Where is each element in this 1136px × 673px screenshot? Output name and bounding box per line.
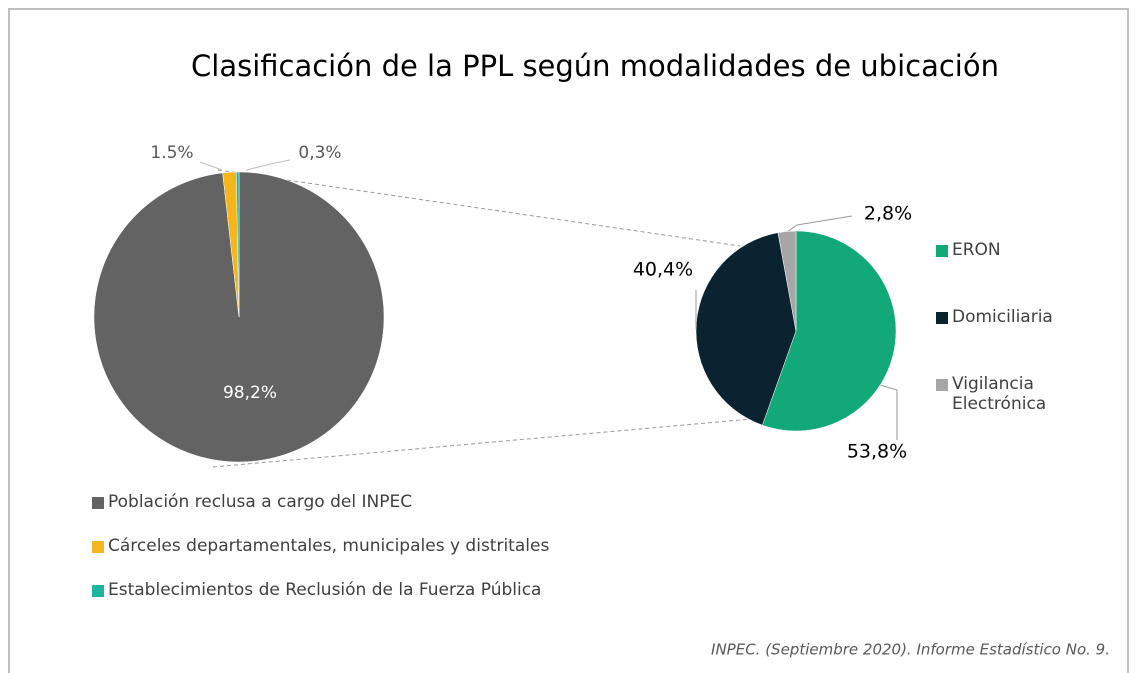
data-label: 40,4%: [633, 259, 693, 281]
legend-label: Vigilancia Electrónica: [952, 374, 1047, 414]
legend-item: Establecimientos de Reclusión de la Fuer…: [92, 580, 792, 600]
legend-label: Domiciliaria: [952, 307, 1053, 327]
frame: [8, 8, 1129, 673]
legend-item: Vigilancia Electrónica: [936, 374, 1066, 414]
legend-item: Cárceles departamentales, municipales y …: [92, 536, 792, 556]
legend-label: Población reclusa a cargo del INPEC: [108, 492, 413, 512]
chart-title: Clasificación de la PPL según modalidade…: [191, 49, 999, 83]
leader-line: [786, 215, 853, 233]
legend-swatch: [936, 379, 948, 391]
source-note: INPEC. (Septiembre 2020). Informe Estadí…: [711, 641, 1110, 659]
data-label: 53,8%: [847, 441, 907, 463]
leader-line: [245, 159, 291, 171]
pie-slice: [762, 230, 897, 432]
connector: [217, 169, 741, 247]
legend-item: ERON: [936, 240, 1066, 260]
leader-line: [199, 161, 223, 171]
pie-slice: [236, 171, 240, 318]
data-label: 1.5%: [150, 143, 193, 163]
pie-slice: [695, 232, 797, 426]
legend-swatch: [92, 585, 104, 597]
pie-slice: [777, 230, 797, 332]
legend-label: Establecimientos de Reclusión de la Fuer…: [108, 580, 542, 600]
data-label: 2,8%: [864, 203, 912, 225]
data-label: 98,2%: [223, 383, 277, 403]
leader-line: [879, 384, 898, 440]
legend-label: Cárceles departamentales, municipales y …: [108, 536, 550, 556]
legend-swatch: [936, 245, 948, 257]
data-label: 0,3%: [298, 143, 341, 163]
legend-swatch: [936, 312, 948, 324]
connector: [212, 417, 764, 468]
legend-item: Población reclusa a cargo del INPEC: [92, 492, 792, 512]
legend-swatch: [92, 541, 104, 553]
legend-label: ERON: [952, 240, 1001, 260]
legend-item: Domiciliaria: [936, 307, 1066, 327]
legend-swatch: [92, 497, 104, 509]
